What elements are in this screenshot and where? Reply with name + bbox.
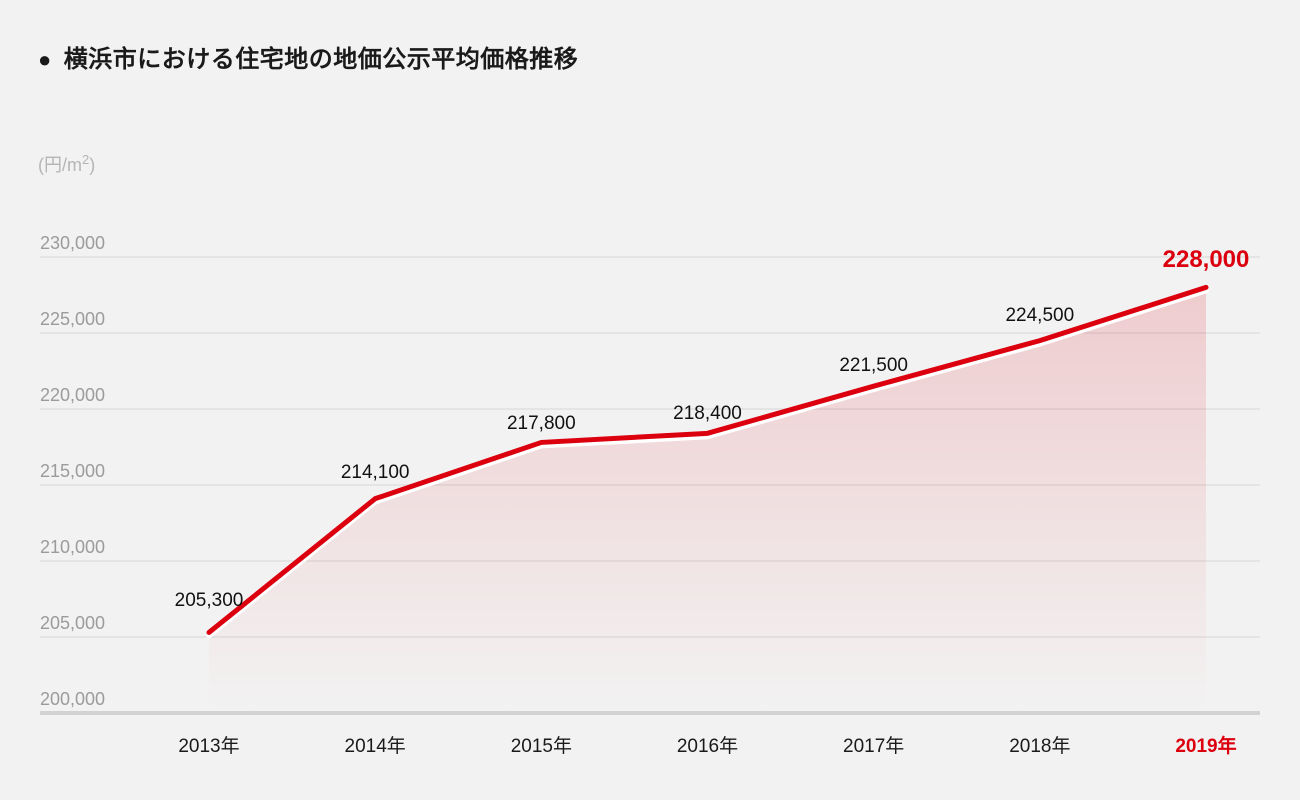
unit-suffix: ): [89, 155, 96, 175]
price-line: [206, 284, 1209, 635]
area-fill: [209, 287, 1206, 713]
chart-title-text: 横浜市における住宅地の地価公示平均価格推移: [63, 46, 579, 73]
chart-title: ● 横浜市における住宅地の地価公示平均価格推移: [38, 45, 578, 75]
unit-prefix: (円/m: [38, 155, 82, 175]
unit-superscript: 2: [82, 152, 90, 167]
title-bullet-icon: ●: [38, 47, 52, 72]
y-axis-unit-label: (円/m2): [38, 152, 96, 179]
